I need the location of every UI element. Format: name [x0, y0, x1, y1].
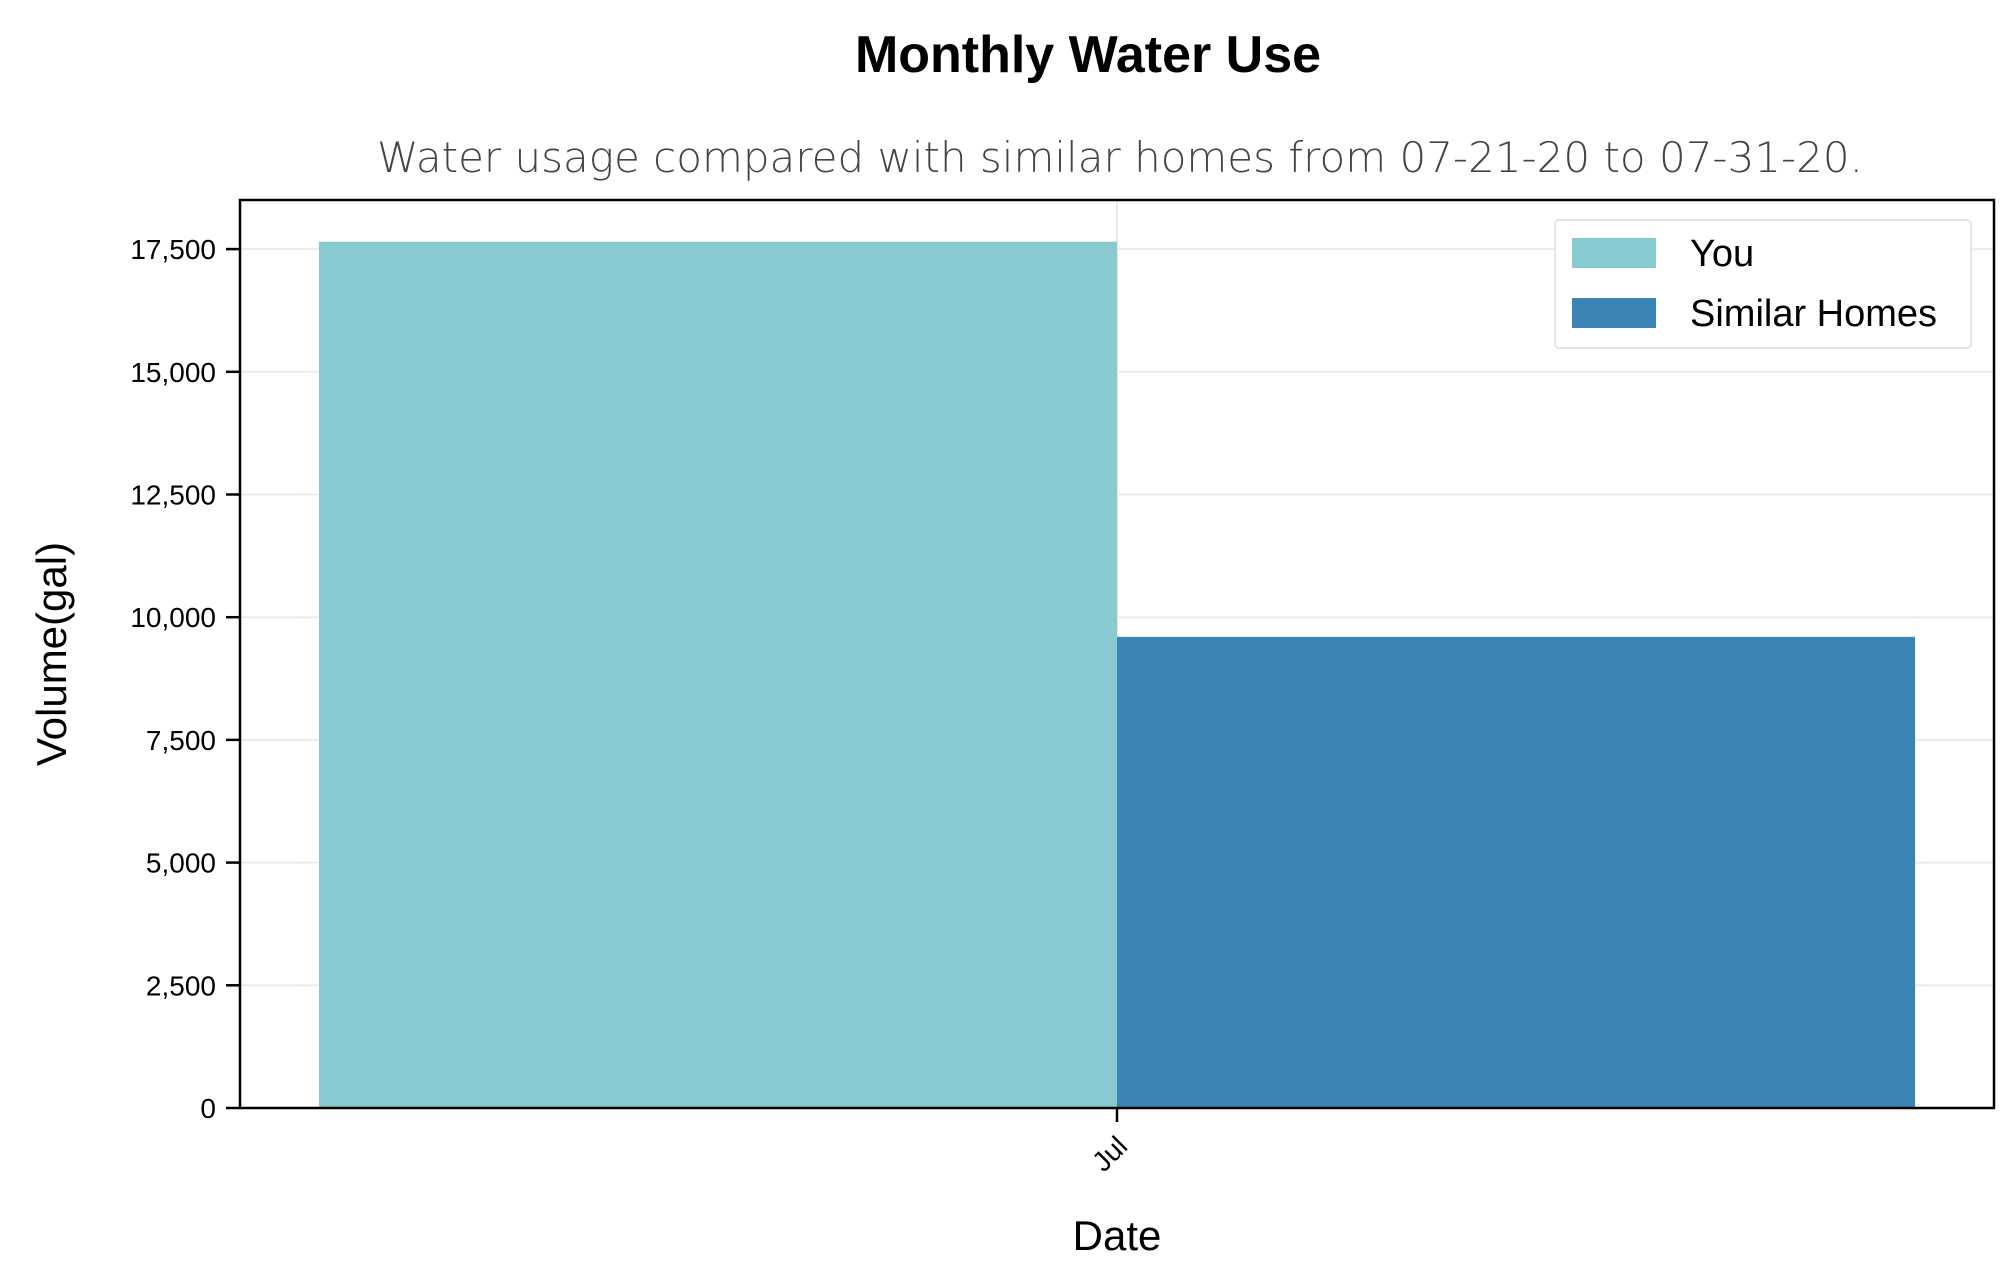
- chart-subtitle: Water usage compared with similar homes …: [377, 133, 1863, 182]
- y-axis-label: Volume(gal): [28, 542, 75, 766]
- x-axis-label: Date: [1073, 1212, 1162, 1259]
- x-tick-label: Jul: [1086, 1130, 1133, 1177]
- bar-similar-homes: [1117, 636, 1916, 1108]
- y-tick-label: 0: [200, 1093, 216, 1124]
- legend-label: You: [1690, 233, 1754, 275]
- y-tick-label: 10,000: [130, 602, 216, 633]
- legend: You Similar Homes: [1554, 219, 1972, 349]
- bars: [318, 241, 1916, 1108]
- legend-label: Similar Homes: [1690, 293, 1937, 335]
- axes: 0 2,500 5,000 7,500 10,000 12,500 15,000 17,500…: [130, 234, 1133, 1177]
- y-tick-label: 12,500: [130, 479, 216, 510]
- y-tick-label: 5,000: [146, 848, 216, 879]
- legend-box: [1554, 219, 1972, 349]
- y-tick-label: 15,000: [130, 357, 216, 388]
- plot-frame: [238, 198, 1996, 1110]
- legend-swatch: [1572, 238, 1656, 268]
- y-tick-label: 7,500: [146, 725, 216, 756]
- chart-title: Monthly Water Use: [855, 26, 1321, 84]
- legend-swatch: [1572, 298, 1656, 328]
- y-tick-label: 17,500: [130, 234, 216, 265]
- y-tick-label: 2,500: [146, 970, 216, 1001]
- bar-you: [318, 241, 1117, 1108]
